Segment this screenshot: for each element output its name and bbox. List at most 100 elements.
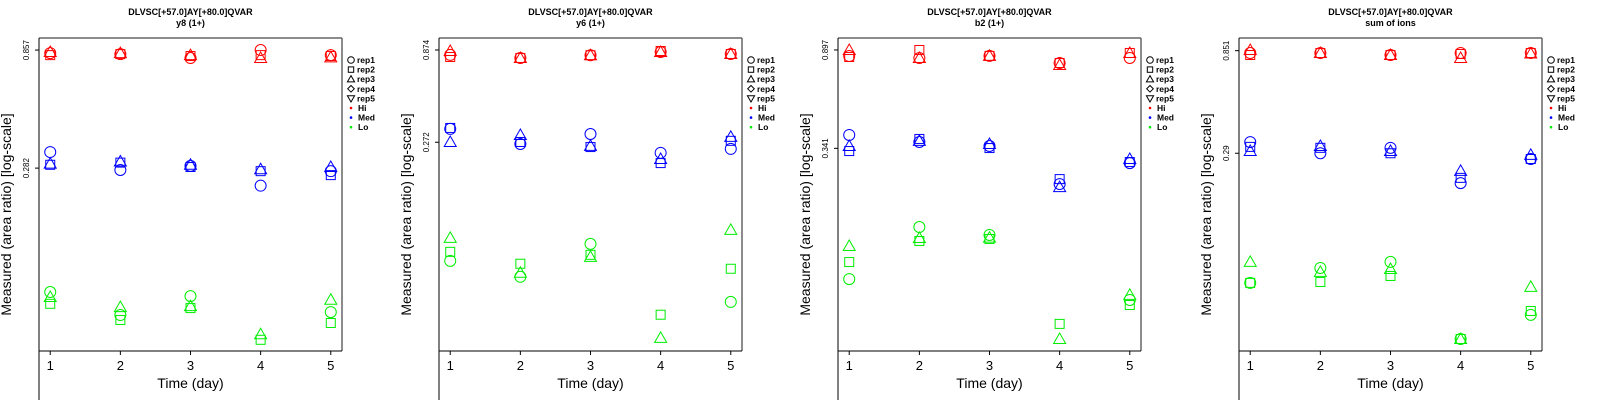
point-hi-rep2-day1 (45, 50, 56, 61)
point-med-rep1-day4 (254, 179, 267, 192)
point-hi-rep3-day5 (1523, 46, 1538, 59)
point-hi-rep3-day2 (912, 50, 927, 63)
point-lo-rep3-day1 (43, 289, 58, 302)
point-lo-rep2-day1 (445, 246, 456, 257)
point-hi-rep3-day5 (323, 50, 338, 63)
point-hi-rep1-day1 (1244, 47, 1257, 60)
square-icon (347, 66, 355, 73)
point-hi-rep2-day4 (1455, 48, 1466, 59)
point-med-rep3-day3 (982, 136, 997, 149)
legend-label: Hi (358, 103, 367, 113)
legend-label: Lo (758, 122, 768, 132)
point-med-rep1-day2 (1314, 147, 1327, 160)
x-tick-label: 3 (1387, 358, 1394, 373)
point-med-rep2-day1 (1245, 141, 1256, 152)
y-tick-label: 0.272 (422, 132, 431, 153)
legend-label: rep2 (1557, 65, 1575, 75)
point-med-rep3-day3 (1383, 143, 1398, 156)
point-med-rep3-day5 (1122, 152, 1137, 165)
down-triangle-icon (1145, 95, 1155, 104)
x-tick-label: 2 (1317, 358, 1324, 373)
legend-dot-icon (1549, 106, 1553, 110)
point-med-rep2-day5 (1124, 157, 1135, 168)
legend-label: rep1 (1156, 55, 1174, 65)
chart-subtitle: y8 (1+) (176, 18, 205, 28)
legend-label: Med (1157, 113, 1174, 123)
chart-subtitle: y6 (1+) (576, 18, 605, 28)
point-lo-rep1-day3 (584, 237, 597, 250)
point-med-rep1-day2 (514, 138, 527, 151)
triangle-icon (746, 74, 756, 83)
legend-label: Hi (1157, 103, 1166, 113)
point-hi-rep3-day4 (1453, 50, 1468, 63)
point-hi-rep3-day4 (653, 44, 668, 57)
point-lo-rep1-day3 (184, 290, 197, 303)
point-med-rep1-day4 (1454, 177, 1467, 190)
point-med-rep2-day5 (325, 170, 336, 181)
chart-title: DLVSC[+57.0]AY[+80.0]QVAR (927, 7, 1052, 17)
legend-label: rep3 (1156, 74, 1174, 84)
point-hi-rep1-day3 (184, 52, 197, 65)
point-med-rep1-day4 (1053, 178, 1066, 191)
legend-dot-icon (349, 116, 353, 119)
point-lo-rep3-day4 (253, 327, 268, 340)
y-tick-label: 0.874 (422, 39, 431, 60)
series-lo (43, 286, 338, 345)
point-hi-rep2-day4 (255, 50, 266, 61)
point-med-rep2-day4 (1054, 174, 1065, 185)
point-hi-rep3-day5 (1122, 45, 1137, 58)
point-hi-rep3-day3 (1383, 48, 1398, 61)
point-lo-rep1-day2 (913, 220, 926, 233)
legend-label: rep4 (1156, 84, 1174, 94)
point-lo-rep3-day1 (1243, 254, 1258, 267)
legend-label: rep2 (357, 65, 375, 75)
series-lo (842, 220, 1137, 345)
legend-label: rep3 (1557, 74, 1575, 84)
y-tick-label: 0.341 (821, 138, 830, 159)
diamond-icon (1145, 84, 1155, 93)
triangle-icon (346, 74, 356, 83)
point-med-rep1-day5 (724, 142, 737, 155)
x-tick-label: 5 (727, 358, 734, 373)
point-med-rep3-day3 (583, 138, 598, 151)
y-axis-label: Measured (area ratio) [log-scale] (1198, 113, 1214, 315)
legend-label: rep5 (357, 93, 375, 103)
x-tick-label: 3 (986, 358, 993, 373)
chart-title: DLVSC[+57.0]AY[+80.0]QVAR (528, 7, 653, 17)
point-lo-rep2-day2 (914, 236, 925, 247)
point-med-rep3-day1 (443, 134, 458, 147)
legend-label: Lo (1558, 122, 1568, 132)
series-med (43, 146, 338, 192)
point-lo-rep2-day5 (725, 263, 736, 274)
point-hi-rep2-day1 (445, 51, 456, 62)
point-lo-rep2-day1 (45, 298, 56, 309)
x-tick-label: 1 (447, 358, 454, 373)
diamond-icon (746, 84, 756, 93)
point-med-rep1-day3 (983, 139, 996, 152)
point-lo-rep2-day5 (1525, 305, 1536, 316)
point-hi-rep3-day1 (43, 45, 58, 58)
point-lo-rep2-day3 (1385, 270, 1396, 281)
point-med-rep3-day1 (43, 156, 58, 169)
point-med-rep1-day1 (843, 128, 856, 141)
diamond-icon (346, 84, 356, 93)
legend-label: rep5 (757, 93, 775, 103)
point-med-rep1-day2 (913, 135, 926, 148)
legend-label: Hi (1558, 103, 1567, 113)
point-lo-rep3-day1 (842, 238, 857, 251)
point-lo-rep3-day3 (583, 249, 598, 262)
point-lo-rep3-day5 (723, 222, 738, 235)
down-triangle-icon (346, 95, 356, 104)
legend-label: rep5 (1557, 93, 1575, 103)
point-hi-rep1-day5 (1524, 47, 1537, 60)
triangle-icon (1145, 74, 1155, 83)
x-tick-label: 4 (657, 358, 664, 373)
legend-label: rep2 (757, 65, 775, 75)
chart-subtitle: b2 (1+) (975, 18, 1004, 28)
legend-dot-icon (349, 125, 353, 129)
point-lo-rep1-day1 (444, 254, 457, 267)
